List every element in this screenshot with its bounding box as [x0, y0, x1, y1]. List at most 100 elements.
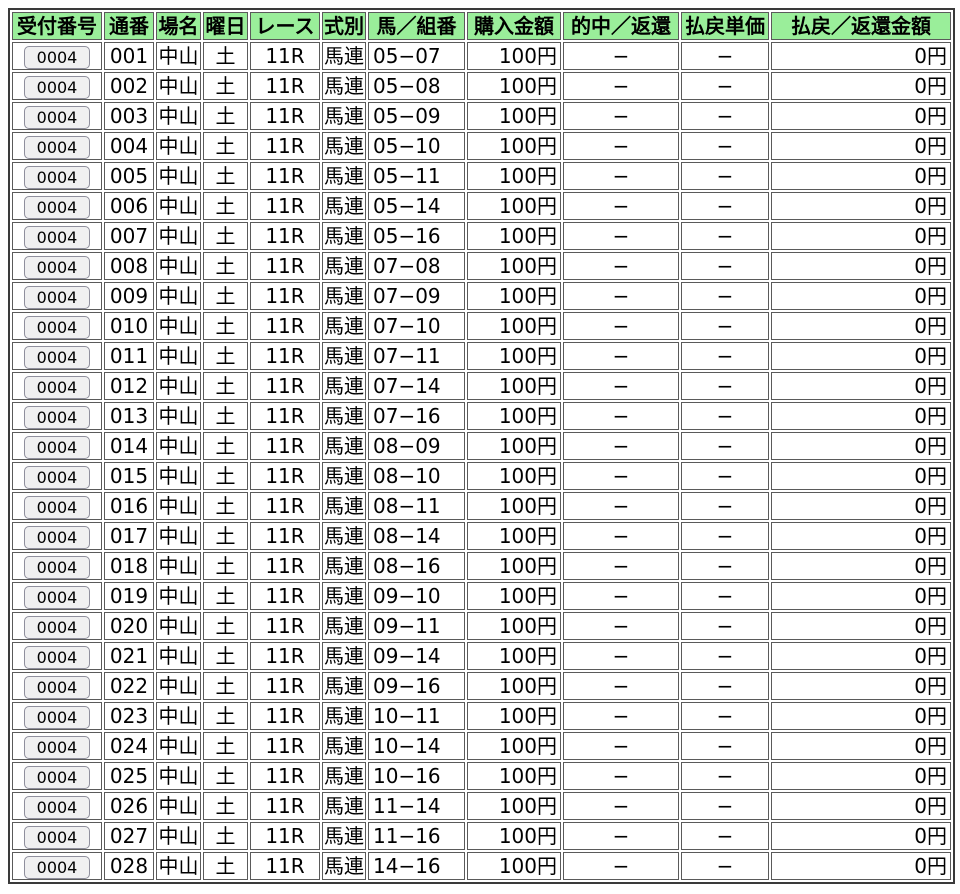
cell-payout-refund-amount: 0円: [771, 522, 951, 550]
table-row: 0004 022 中山 土 11R 馬連 09−16 100円 − − 0円: [12, 672, 951, 700]
cell-purchase-amount: 100円: [467, 342, 561, 370]
receipt-number-button[interactable]: 0004: [24, 826, 90, 849]
cell-payout-refund-amount: 0円: [771, 192, 951, 220]
cell-day: 土: [203, 342, 248, 370]
cell-hit-refund: −: [563, 372, 679, 400]
receipt-number-button[interactable]: 0004: [24, 376, 90, 399]
header-venue: 場名: [156, 12, 201, 40]
receipt-number-button[interactable]: 0004: [24, 196, 90, 219]
cell-day: 土: [203, 222, 248, 250]
cell-serial: 028: [104, 852, 154, 880]
cell-day: 土: [203, 162, 248, 190]
cell-payout-unit: −: [681, 132, 769, 160]
cell-purchase-amount: 100円: [467, 162, 561, 190]
table-row: 0004 001 中山 土 11R 馬連 05−07 100円 − − 0円: [12, 42, 951, 70]
cell-bet-type: 馬連: [322, 102, 366, 130]
receipt-number-button[interactable]: 0004: [24, 286, 90, 309]
cell-payout-unit: −: [681, 222, 769, 250]
receipt-number-button[interactable]: 0004: [24, 136, 90, 159]
receipt-number-button[interactable]: 0004: [24, 766, 90, 789]
cell-day: 土: [203, 282, 248, 310]
receipt-number-button[interactable]: 0004: [24, 646, 90, 669]
receipt-number-button[interactable]: 0004: [24, 316, 90, 339]
cell-payout-refund-amount: 0円: [771, 582, 951, 610]
cell-purchase-amount: 100円: [467, 762, 561, 790]
cell-bet-type: 馬連: [322, 732, 366, 760]
table-row: 0004 014 中山 土 11R 馬連 08−09 100円 − − 0円: [12, 432, 951, 460]
receipt-number-button[interactable]: 0004: [24, 526, 90, 549]
receipt-number-button[interactable]: 0004: [24, 226, 90, 249]
cell-serial: 010: [104, 312, 154, 340]
cell-bet-type: 馬連: [322, 192, 366, 220]
receipt-number-button[interactable]: 0004: [24, 76, 90, 99]
cell-payout-refund-amount: 0円: [771, 432, 951, 460]
cell-race: 11R: [250, 342, 320, 370]
table-row: 0004 016 中山 土 11R 馬連 08−11 100円 − − 0円: [12, 492, 951, 520]
cell-payout-unit: −: [681, 462, 769, 490]
table-row: 0004 025 中山 土 11R 馬連 10−16 100円 − − 0円: [12, 762, 951, 790]
cell-day: 土: [203, 42, 248, 70]
cell-hit-refund: −: [563, 852, 679, 880]
receipt-number-button[interactable]: 0004: [24, 676, 90, 699]
cell-horse-combination: 08−10: [368, 462, 465, 490]
cell-horse-combination: 05−16: [368, 222, 465, 250]
cell-payout-refund-amount: 0円: [771, 822, 951, 850]
cell-serial: 001: [104, 42, 154, 70]
cell-purchase-amount: 100円: [467, 102, 561, 130]
receipt-number-button[interactable]: 0004: [24, 706, 90, 729]
cell-payout-refund-amount: 0円: [771, 792, 951, 820]
cell-payout-refund-amount: 0円: [771, 252, 951, 280]
receipt-number-button[interactable]: 0004: [24, 406, 90, 429]
receipt-number-button[interactable]: 0004: [24, 556, 90, 579]
cell-serial: 007: [104, 222, 154, 250]
cell-serial: 002: [104, 72, 154, 100]
cell-venue: 中山: [156, 102, 201, 130]
cell-hit-refund: −: [563, 642, 679, 670]
cell-day: 土: [203, 612, 248, 640]
receipt-number-button[interactable]: 0004: [24, 346, 90, 369]
cell-receipt-number: 0004: [12, 252, 102, 280]
receipt-number-button[interactable]: 0004: [24, 616, 90, 639]
table-row: 0004 010 中山 土 11R 馬連 07−10 100円 − − 0円: [12, 312, 951, 340]
cell-horse-combination: 08−16: [368, 552, 465, 580]
cell-race: 11R: [250, 582, 320, 610]
receipt-number-button[interactable]: 0004: [24, 46, 90, 69]
cell-venue: 中山: [156, 282, 201, 310]
receipt-number-button[interactable]: 0004: [24, 466, 90, 489]
cell-receipt-number: 0004: [12, 822, 102, 850]
receipt-number-button[interactable]: 0004: [24, 496, 90, 519]
receipt-number-button[interactable]: 0004: [24, 856, 90, 879]
cell-hit-refund: −: [563, 732, 679, 760]
cell-purchase-amount: 100円: [467, 552, 561, 580]
cell-purchase-amount: 100円: [467, 282, 561, 310]
table-header-row: 受付番号 通番 場名 曜日 レース 式別 馬／組番 購入金額 的中／返還 払戻単…: [12, 12, 951, 40]
cell-payout-refund-amount: 0円: [771, 642, 951, 670]
cell-receipt-number: 0004: [12, 612, 102, 640]
receipt-number-button[interactable]: 0004: [24, 736, 90, 759]
receipt-number-button[interactable]: 0004: [24, 166, 90, 189]
cell-payout-refund-amount: 0円: [771, 222, 951, 250]
cell-horse-combination: 07−14: [368, 372, 465, 400]
receipt-number-button[interactable]: 0004: [24, 436, 90, 459]
cell-payout-unit: −: [681, 432, 769, 460]
cell-venue: 中山: [156, 822, 201, 850]
cell-serial: 013: [104, 402, 154, 430]
receipt-number-button[interactable]: 0004: [24, 796, 90, 819]
cell-horse-combination: 05−09: [368, 102, 465, 130]
cell-payout-unit: −: [681, 792, 769, 820]
cell-venue: 中山: [156, 72, 201, 100]
cell-venue: 中山: [156, 732, 201, 760]
cell-day: 土: [203, 132, 248, 160]
receipt-number-button[interactable]: 0004: [24, 256, 90, 279]
table-row: 0004 023 中山 土 11R 馬連 10−11 100円 − − 0円: [12, 702, 951, 730]
cell-venue: 中山: [156, 762, 201, 790]
receipt-number-button[interactable]: 0004: [24, 586, 90, 609]
cell-purchase-amount: 100円: [467, 582, 561, 610]
cell-bet-type: 馬連: [322, 462, 366, 490]
cell-serial: 015: [104, 462, 154, 490]
cell-payout-refund-amount: 0円: [771, 342, 951, 370]
cell-horse-combination: 07−10: [368, 312, 465, 340]
receipt-number-button[interactable]: 0004: [24, 106, 90, 129]
cell-purchase-amount: 100円: [467, 672, 561, 700]
cell-receipt-number: 0004: [12, 762, 102, 790]
